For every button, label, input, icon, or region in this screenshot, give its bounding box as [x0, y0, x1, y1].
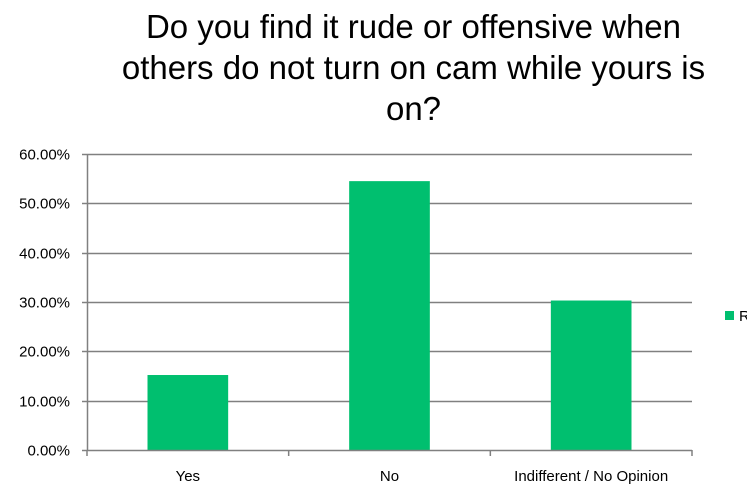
y-tick-label: 30.00%: [19, 295, 70, 312]
chart-title-line-1: Do you find it rude or offensive when: [145, 8, 682, 45]
x-tick-label: Yes: [176, 468, 200, 485]
chart-title-line-3: on?: [385, 90, 442, 127]
bar-indifferent-no-opinion: [550, 300, 632, 450]
y-tick-label: 50.00%: [19, 196, 70, 213]
chart-title-line-2: others do not turn on cam while yours is: [121, 49, 706, 86]
chart-title: Do you find it rude or offensive when ot…: [40, 6, 747, 129]
y-tick-label: 20.00%: [19, 344, 70, 361]
y-axis-tick-labels: 0.00% 10.00% 20.00% 30.00% 40.00% 50.00% 60.00…: [19, 147, 70, 460]
bar-yes: [147, 375, 229, 450]
axes: [82, 153, 693, 456]
x-tick-label: Indifferent / No Opinion: [514, 468, 668, 485]
legend-label: R: [739, 308, 747, 325]
legend-swatch: [725, 311, 734, 320]
bars: [147, 181, 632, 450]
legend: R: [725, 308, 747, 325]
y-tick-label: 60.00%: [19, 147, 70, 164]
y-tick-label: 0.00%: [27, 443, 70, 460]
bar-no: [349, 181, 430, 450]
x-axis-tick-labels: Yes No Indifferent / No Opinion: [176, 468, 669, 485]
y-tick-label: 10.00%: [19, 394, 70, 411]
x-tick-label: No: [380, 468, 399, 485]
y-tick-label: 40.00%: [19, 246, 70, 263]
